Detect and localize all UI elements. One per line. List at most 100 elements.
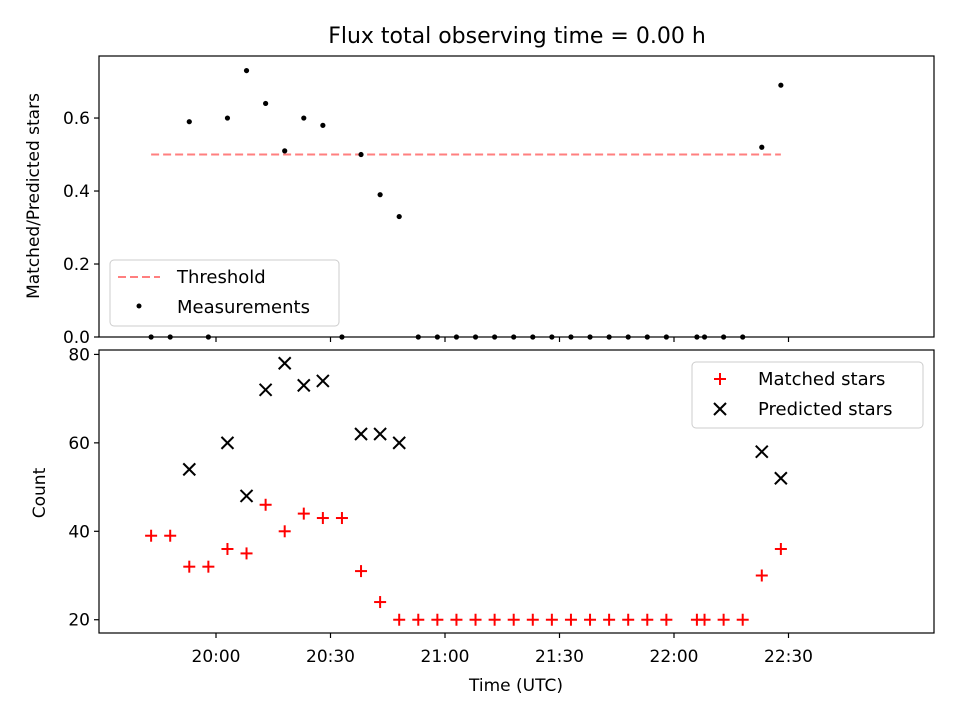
measurement-point <box>358 151 364 158</box>
y-tick-label: 20 <box>68 611 90 631</box>
matched-point <box>717 613 730 626</box>
measurement-point <box>377 192 383 198</box>
ratio-legend-frame <box>109 259 340 327</box>
ratio-plot-area <box>98 55 935 338</box>
x-tick-label: 21:30 <box>535 647 584 667</box>
count-legend-frame <box>691 361 924 429</box>
predicted-point-b <box>258 383 273 397</box>
matched-point <box>202 560 215 573</box>
matched-point <box>183 560 196 573</box>
matched-point <box>641 613 654 626</box>
matched-point <box>450 613 463 626</box>
count-y-axis: 20 40 60 80 <box>68 345 99 631</box>
measurement-point <box>701 334 708 340</box>
count-x-axis: 20:00 20:30 21:00 21:30 22:00 22:30 <box>192 633 813 667</box>
predicted-point <box>354 427 368 441</box>
matched-point <box>774 542 787 555</box>
matched-point <box>660 613 673 626</box>
ratio-legend: Threshold Measurements <box>109 259 340 327</box>
matched-point <box>164 529 177 542</box>
predicted-point <box>755 444 769 459</box>
predicted-point <box>774 471 788 485</box>
measurement-point <box>186 119 192 125</box>
matched-point <box>259 498 272 511</box>
measurement-point <box>568 334 574 340</box>
y-tick-label: 80 <box>68 345 90 365</box>
predicted-point-b <box>277 356 292 370</box>
legend-matched-label: Matched stars <box>758 369 885 390</box>
measurement-point <box>148 334 154 340</box>
predicted-point-b <box>239 489 254 503</box>
ratio-marks <box>148 67 784 340</box>
ratio-y-axis: 0.0 0.2 0.4 0.6 <box>63 109 99 348</box>
legend-measurements-label: Measurements <box>177 297 310 318</box>
measurement-point <box>778 82 784 88</box>
predicted-point-b <box>316 374 330 388</box>
legend-measurements-swatch <box>136 303 142 309</box>
matched-point <box>698 613 711 626</box>
matched-point <box>297 507 310 520</box>
x-tick-label: 21:00 <box>421 647 470 667</box>
count-legend: Matched stars Predicted stars <box>691 361 924 429</box>
predicted-point <box>392 436 406 450</box>
count-marks <box>145 356 788 626</box>
predicted-point-b <box>297 378 311 393</box>
matched-point <box>240 547 253 560</box>
x-axis-label: Time (UTC) <box>468 676 563 696</box>
y-tick-label: 40 <box>68 522 90 542</box>
measurement-point <box>694 334 700 340</box>
x-tick-label: 22:00 <box>650 647 699 667</box>
predicted-point <box>239 489 254 503</box>
x-tick-label: 22:30 <box>764 647 813 667</box>
count-plot-area <box>98 349 935 634</box>
predicted-point <box>297 378 311 393</box>
predicted-point-b <box>354 427 368 441</box>
measurement-point <box>644 334 650 340</box>
predicted-point <box>316 374 330 388</box>
x-tick-label: 20:30 <box>306 647 355 667</box>
legend-matched-swatch <box>714 373 726 385</box>
predicted-point <box>373 427 387 441</box>
matched-point <box>736 613 749 626</box>
matched-point <box>603 613 616 626</box>
measurement-point <box>492 334 498 340</box>
measurement-point <box>511 334 517 340</box>
predicted-point-b <box>220 436 235 450</box>
measurement-point <box>721 334 727 340</box>
measurement-point <box>759 144 765 150</box>
matched-point <box>145 529 158 542</box>
predicted-point-b <box>182 462 196 477</box>
measurement-point <box>606 334 612 340</box>
legend-threshold-label: Threshold <box>176 267 266 288</box>
measurement-point <box>396 213 402 220</box>
matched-point <box>355 565 368 578</box>
measurement-point <box>339 334 345 340</box>
measurement-point <box>740 334 746 340</box>
matched-point <box>374 596 387 609</box>
measurement-point <box>224 115 231 121</box>
measurement-point <box>453 334 460 340</box>
predicted-point <box>220 436 235 450</box>
measurement-point <box>625 334 631 340</box>
measurement-point <box>663 334 669 340</box>
y-tick-label: 0.6 <box>63 109 90 129</box>
measurement-point <box>415 334 421 340</box>
matched-point <box>545 613 558 626</box>
matched-point <box>564 613 577 626</box>
measurement-point <box>587 334 593 340</box>
matched-point <box>469 613 482 626</box>
ratio-y-axis-label: Matched/Predicted stars <box>24 93 44 299</box>
count-y-axis-label: Count <box>30 467 50 518</box>
y-tick-label: 0.4 <box>63 182 90 202</box>
ratio-x-ticks <box>215 337 790 342</box>
matched-point <box>393 613 406 626</box>
chart-title: Flux total observing time = 0.00 h <box>328 24 706 49</box>
predicted-point <box>258 383 273 397</box>
measurement-point <box>320 122 326 128</box>
y-tick-label: 0.2 <box>63 255 90 275</box>
matched-point <box>507 613 520 626</box>
matched-point <box>526 613 539 626</box>
predicted-point-b <box>774 471 788 485</box>
measurement-point <box>472 334 479 340</box>
